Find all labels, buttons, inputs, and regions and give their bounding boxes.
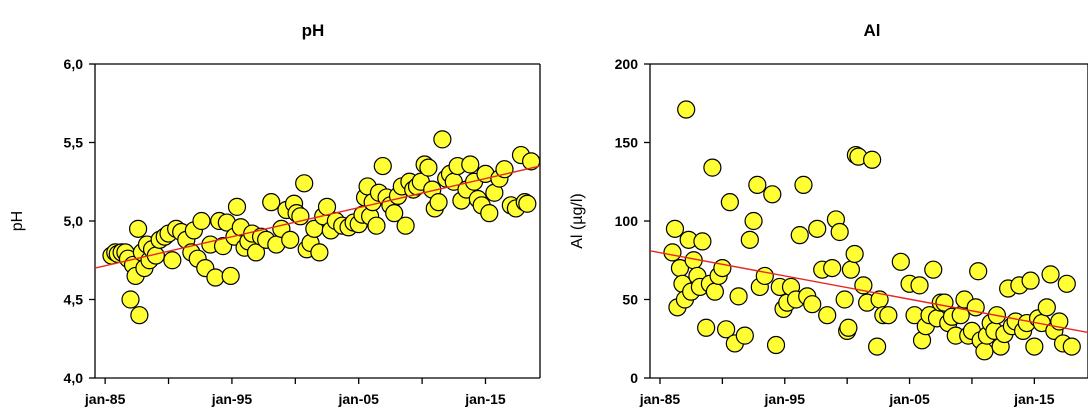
x-tick-label: jan-05: [337, 391, 379, 407]
y-tick-label: 50: [622, 292, 638, 308]
data-point: [522, 152, 541, 171]
y-axis-label: Al (µg/l): [569, 193, 586, 248]
data-point: [697, 318, 716, 337]
chart-title: pH: [302, 21, 325, 40]
data-point: [129, 219, 148, 238]
data-point: [740, 230, 759, 249]
y-tick-label: 100: [615, 213, 639, 229]
data-point: [924, 260, 943, 279]
data-point: [480, 204, 499, 223]
data-point: [830, 222, 849, 242]
data-point: [373, 156, 392, 176]
data-point: [663, 243, 682, 262]
chart-1: Al Al (µg/l) 0 50 100 150 200 jan-85 jan-95 jan-0…: [569, 21, 1088, 407]
data-point: [868, 337, 887, 356]
y-tick-label: 5,0: [64, 213, 84, 229]
x-tick-label: jan-95: [211, 391, 253, 407]
data-point: [808, 219, 827, 238]
data-point: [729, 287, 748, 306]
data-point: [121, 290, 140, 309]
data-point: [835, 290, 854, 309]
x-tick-label: jan-15: [1013, 391, 1055, 407]
x-tick-label: jan-05: [888, 391, 930, 407]
data-points: [663, 100, 1081, 361]
data-point: [221, 266, 240, 286]
data-point: [863, 150, 882, 169]
chart-title: Al: [864, 21, 881, 40]
data-point: [419, 158, 438, 177]
data-point: [385, 204, 404, 223]
data-point: [841, 260, 861, 279]
data-point: [429, 193, 448, 212]
x-tick-label: jan-95: [764, 391, 806, 407]
data-point: [720, 193, 739, 212]
data-point: [879, 306, 898, 325]
data-point: [713, 259, 732, 278]
trend-line: [95, 165, 541, 269]
x-tick-label: jan-85: [639, 391, 681, 407]
data-point: [1062, 337, 1081, 356]
data-point: [790, 226, 809, 245]
data-point: [794, 175, 813, 194]
data-point: [744, 211, 763, 231]
data-point: [891, 252, 910, 271]
data-point: [367, 216, 386, 235]
data-point: [910, 276, 929, 295]
y-tick-label: 4,5: [64, 292, 84, 308]
data-point: [966, 298, 985, 317]
data-point: [1025, 337, 1044, 356]
data-point: [206, 268, 225, 287]
trend-line: [650, 250, 1088, 334]
data-point: [969, 262, 988, 281]
data-point: [975, 342, 994, 361]
data-point: [262, 193, 281, 212]
x-tick-label: jan-85: [84, 391, 126, 407]
y-tick-label: 5,5: [64, 135, 84, 151]
data-point: [1041, 265, 1060, 284]
y-tick-label: 4,0: [64, 370, 84, 386]
y-axis-label: pH: [9, 211, 26, 231]
data-point: [461, 155, 480, 174]
data-point: [1037, 298, 1056, 317]
data-point: [677, 100, 696, 119]
data-point: [763, 185, 782, 204]
data-point: [748, 175, 767, 194]
data-point: [755, 266, 774, 286]
data-points: [102, 130, 541, 325]
data-point: [818, 306, 837, 325]
data-point: [803, 295, 822, 314]
data-point: [823, 259, 842, 278]
data-point: [717, 320, 736, 339]
y-tick-label: 150: [615, 135, 639, 151]
data-point: [163, 251, 182, 270]
data-point: [281, 230, 300, 249]
data-point: [1057, 274, 1076, 293]
x-tick-label: jan-15: [464, 391, 506, 407]
data-point: [396, 216, 415, 235]
data-point: [310, 243, 329, 262]
chart-0: pH pH 4,0 4,5 5,0 5,5 6,0 jan-85 jan-95 jan-05 jan…: [9, 21, 541, 407]
data-point: [693, 232, 712, 251]
y-tick-label: 200: [615, 56, 639, 72]
data-point: [518, 194, 537, 213]
data-point: [839, 318, 858, 337]
data-point: [845, 244, 864, 264]
data-point: [1021, 271, 1040, 290]
data-point: [295, 174, 314, 193]
data-point: [433, 130, 452, 149]
y-tick-label: 6,0: [64, 56, 84, 72]
data-point: [735, 326, 754, 345]
data-point: [192, 211, 211, 231]
data-point: [130, 306, 149, 325]
data-point: [766, 335, 786, 355]
data-point: [227, 197, 247, 216]
y-tick-label: 0: [630, 370, 638, 386]
data-point: [703, 158, 722, 177]
data-point: [665, 219, 685, 238]
data-point: [705, 282, 724, 301]
